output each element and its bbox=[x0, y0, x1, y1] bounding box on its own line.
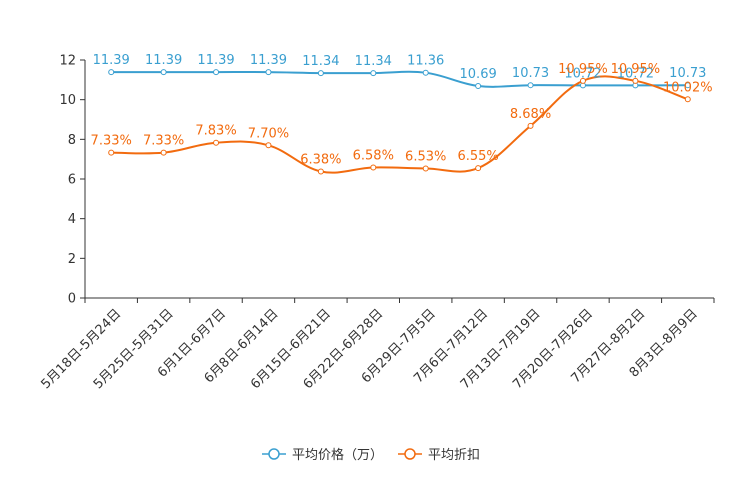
y-tick-label: 6 bbox=[68, 173, 76, 188]
data-label: 11.39 bbox=[197, 53, 234, 68]
data-point bbox=[475, 165, 482, 172]
data-point bbox=[317, 168, 324, 175]
data-label: 10.73 bbox=[669, 66, 706, 81]
data-point bbox=[160, 69, 167, 76]
data-point bbox=[370, 70, 377, 77]
data-label: 7.33% bbox=[143, 134, 184, 149]
data-point bbox=[160, 149, 167, 156]
data-point bbox=[579, 77, 586, 84]
y-tick-label: 10 bbox=[59, 93, 76, 108]
series-lines bbox=[111, 70, 689, 174]
data-label: 10.73 bbox=[512, 66, 549, 81]
data-label: 10.69 bbox=[460, 67, 497, 82]
data-label: 11.34 bbox=[302, 54, 339, 69]
data-label: 11.34 bbox=[355, 54, 392, 69]
y-tick-label: 4 bbox=[68, 212, 76, 227]
data-point bbox=[632, 77, 639, 84]
legend-label: 平均价格（万） bbox=[292, 447, 383, 463]
data-point bbox=[370, 164, 377, 171]
data-label: 8.68% bbox=[510, 107, 551, 122]
data-point bbox=[213, 139, 220, 146]
data-point bbox=[422, 69, 429, 76]
data-label: 11.39 bbox=[250, 53, 287, 68]
data-label: 11.36 bbox=[407, 54, 444, 69]
data-label: 7.33% bbox=[91, 134, 132, 149]
data-labels: 11.39 11.39 11.39 11.39 11.34 11.34 11.36 10.69… bbox=[91, 53, 713, 167]
data-point bbox=[265, 142, 272, 149]
legend: 平均价格（万） 平均折扣 bbox=[262, 447, 480, 463]
data-label: 10.72 bbox=[617, 66, 654, 81]
data-label: 11.39 bbox=[93, 53, 130, 68]
data-label: 7.83% bbox=[195, 124, 236, 139]
data-point bbox=[527, 82, 534, 89]
data-label: 7.70% bbox=[248, 126, 289, 141]
series-line-0 bbox=[111, 70, 688, 88]
y-tick-label: 0 bbox=[68, 292, 76, 307]
y-tick-label: 2 bbox=[68, 252, 76, 267]
data-point bbox=[108, 149, 115, 156]
legend-label: 平均折扣 bbox=[428, 448, 480, 463]
data-label: 10.95% bbox=[558, 62, 608, 77]
data-label: 6.55% bbox=[457, 149, 498, 164]
data-point bbox=[684, 96, 691, 103]
data-point bbox=[213, 69, 220, 76]
data-label: 6.58% bbox=[353, 148, 394, 163]
data-point bbox=[422, 165, 429, 172]
data-label: 10.02% bbox=[663, 80, 713, 95]
legend-swatch-marker bbox=[268, 448, 280, 460]
data-point bbox=[265, 69, 272, 76]
axes: 0246810125月18日-5月24日5月25日-5月31日6月1日-6月7日… bbox=[38, 54, 715, 392]
y-tick-label: 12 bbox=[59, 54, 76, 69]
legend-swatch-marker bbox=[404, 448, 416, 460]
data-label: 10.95% bbox=[611, 62, 661, 77]
data-label: 10.72 bbox=[564, 66, 601, 81]
data-point bbox=[527, 122, 534, 129]
data-point bbox=[684, 82, 691, 89]
series-points bbox=[108, 69, 691, 175]
data-point bbox=[475, 82, 482, 89]
data-point bbox=[317, 70, 324, 77]
data-point bbox=[108, 69, 115, 76]
data-label: 6.53% bbox=[405, 149, 446, 164]
data-label: 11.39 bbox=[145, 53, 182, 68]
y-tick-label: 8 bbox=[68, 133, 76, 148]
data-label: 6.38% bbox=[300, 152, 341, 167]
